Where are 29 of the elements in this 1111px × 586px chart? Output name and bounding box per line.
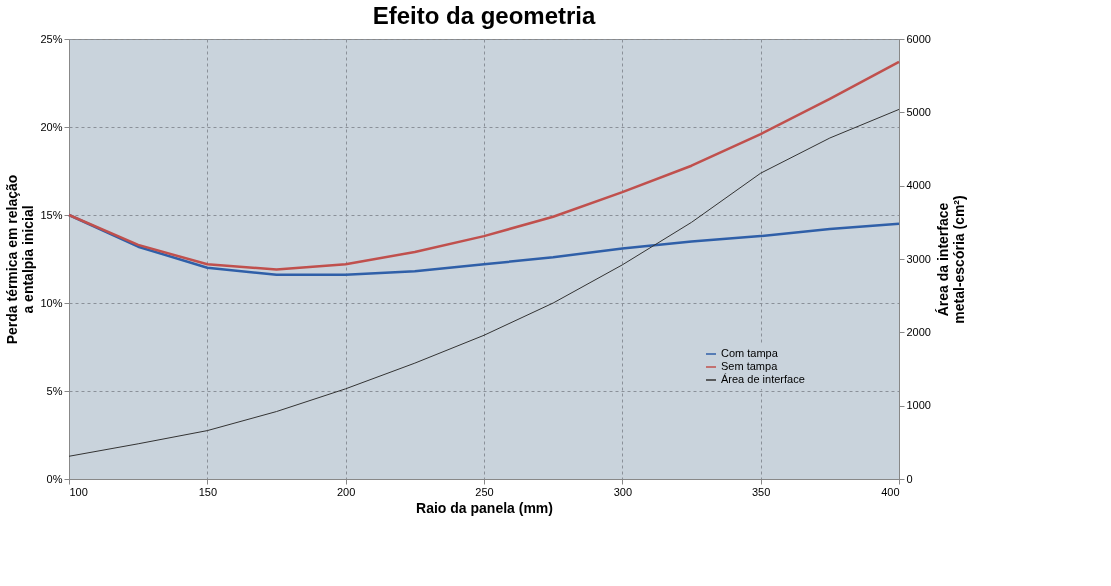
x-tick-label: 300 (613, 485, 633, 498)
x-tick-label: 350 (751, 485, 771, 498)
x-tick-label: 150 (198, 485, 218, 498)
y2-tick-label: 3000 (906, 252, 931, 265)
legend-label: Sem tampa (721, 360, 779, 372)
y-tick-label: 0% (46, 472, 63, 485)
y2-tick-label: 6000 (906, 32, 931, 45)
y-tick-label: 15% (40, 208, 63, 221)
y2-tick-label: 2000 (906, 325, 931, 338)
line-series (68, 108, 900, 457)
y-axis-title: Perda térmica em relação a entalpia inicial (4, 174, 37, 345)
y-tick-label: 5% (46, 384, 63, 397)
y-tick-label: 20% (40, 120, 63, 133)
legend-label: Com tampa (721, 347, 779, 359)
x-tick-label: 400 (881, 485, 900, 498)
line-series (67, 60, 901, 271)
chart-title: Efeito da geometria (372, 2, 597, 29)
y2-tick-label: 0 (906, 472, 913, 485)
y2-axis-title: Área da interface metal-escória (cm²) (934, 195, 967, 324)
y-tick-label: 25% (40, 32, 63, 45)
y2-tick-label: 4000 (906, 179, 931, 192)
x-axis-title: Raio da panela (mm) (416, 499, 553, 516)
y2-tick-label: 5000 (906, 105, 931, 118)
legend-label: Área de interface (721, 373, 805, 385)
x-tick-label: 100 (69, 485, 88, 498)
x-tick-label: 200 (336, 485, 356, 498)
y-tick-label: 10% (40, 296, 63, 309)
x-tick-label: 250 (475, 485, 494, 498)
y2-tick-label: 1000 (906, 399, 931, 412)
